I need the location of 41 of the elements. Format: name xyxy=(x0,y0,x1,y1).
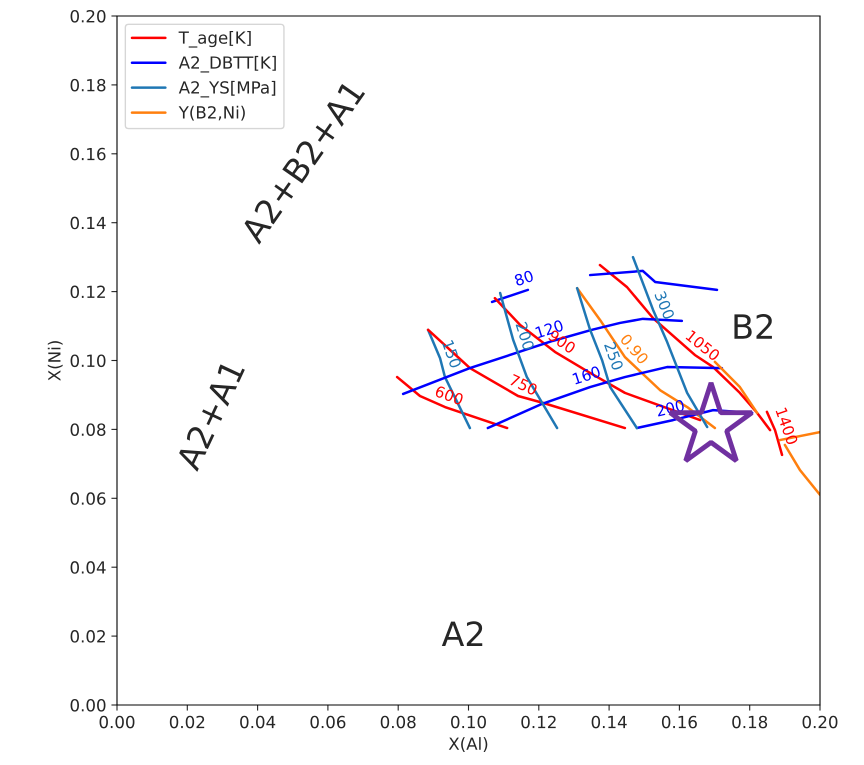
line-series xyxy=(588,270,718,292)
y-tick-label: 0.20 xyxy=(70,10,106,23)
x-tick-label: 0.04 xyxy=(240,716,276,728)
y-tick-label: 0.02 xyxy=(70,630,105,643)
x-tick-label: 0.10 xyxy=(451,716,486,728)
legend-label: T_age[K] xyxy=(178,31,251,48)
legend-label: Y(B2,Ni) xyxy=(178,106,245,121)
y-axis-title: X(Ni) xyxy=(48,341,63,381)
y-tick-label: 0.04 xyxy=(70,561,106,574)
annotation: 750 xyxy=(508,374,538,396)
x-tick-label: 0.06 xyxy=(310,716,346,728)
annotation: A2 xyxy=(442,621,482,646)
y-tick-label: 0.10 xyxy=(70,354,106,368)
line-series xyxy=(396,376,508,430)
annotation: 80 xyxy=(514,270,534,286)
annotation: 1400 xyxy=(775,407,798,446)
annotation: 200 xyxy=(515,321,535,351)
annotation: B2 xyxy=(734,314,772,339)
x-tick-label: 0.02 xyxy=(170,716,204,728)
x-tick-label: 0.16 xyxy=(662,716,697,728)
x-tick-label: 0.08 xyxy=(380,716,416,728)
x-tick-label: 0.18 xyxy=(732,716,768,728)
line-series xyxy=(426,328,472,430)
annotation: 160 xyxy=(572,366,601,385)
annotation: 300 xyxy=(654,290,676,320)
y-tick-label: 0.14 xyxy=(70,216,106,230)
annotation: 600 xyxy=(434,385,464,406)
x-tick-label: 0.12 xyxy=(521,716,556,728)
y-tick-label: 0.12 xyxy=(70,286,105,298)
y-tick-label: 0.08 xyxy=(70,423,106,436)
y-tick-label: 0.00 xyxy=(70,698,106,712)
y-tick-label: 0.16 xyxy=(70,148,106,160)
annotation: 250 xyxy=(604,341,624,371)
x-tick-label: 0.00 xyxy=(100,716,134,728)
x-tick-label: 0.20 xyxy=(802,716,838,728)
x-axis-title: X(Al) xyxy=(448,737,488,752)
y-tick-label: 0.06 xyxy=(70,492,106,505)
legend-label: A2_DBTT[K] xyxy=(178,56,276,73)
x-tick-label: 0.14 xyxy=(592,716,627,728)
y-tick-label: 0.18 xyxy=(70,78,106,92)
annotation: 150 xyxy=(442,340,462,369)
